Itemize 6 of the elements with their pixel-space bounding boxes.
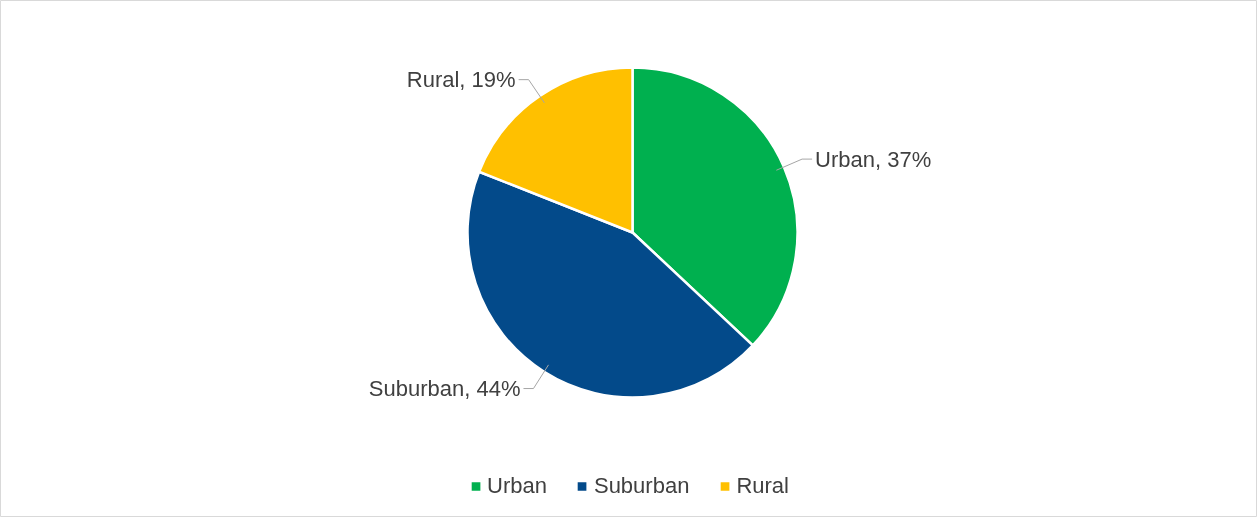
data-label: Urban, 37%	[815, 146, 932, 172]
legend-label: Urban	[487, 473, 547, 499]
data-label: Suburban, 44%	[368, 376, 521, 402]
legend-label: Rural	[736, 473, 789, 499]
legend-label: Suburban	[593, 473, 690, 499]
data-label: Rural, 19%	[406, 67, 516, 93]
